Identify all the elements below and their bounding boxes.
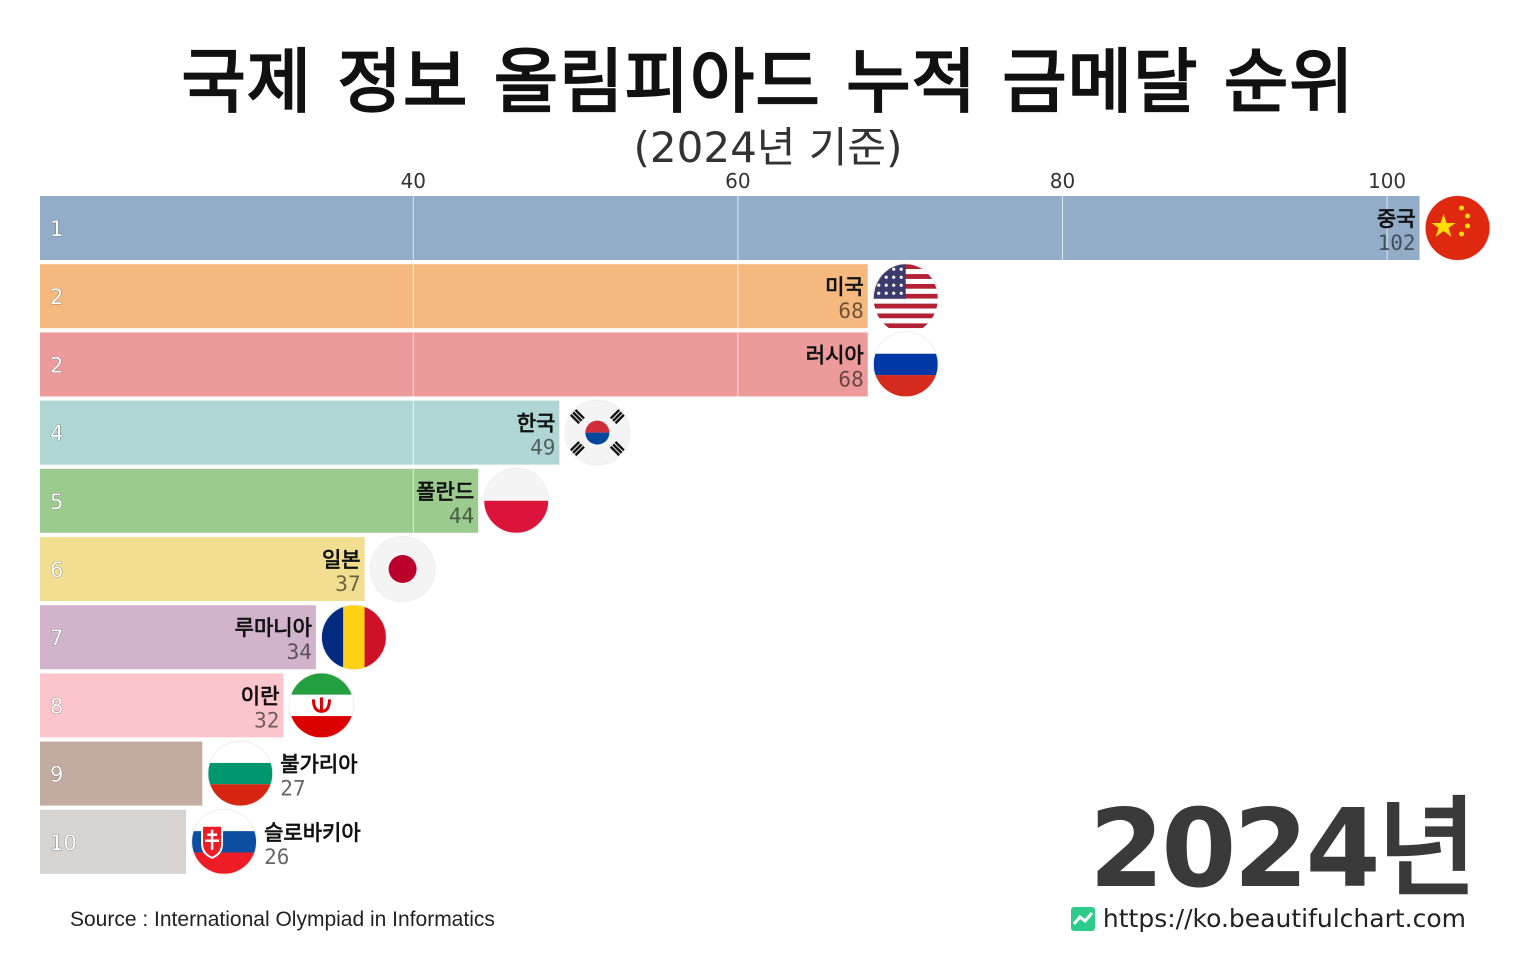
bar-8 — [40, 673, 284, 738]
poland-flag-icon — [483, 467, 550, 534]
rank-label: 1 — [50, 217, 63, 241]
chart-subtitle: (2024년 기준) — [633, 123, 903, 172]
bar-1 — [40, 196, 1420, 260]
country-name-label: 미국 — [825, 275, 864, 299]
japan-flag-icon — [369, 536, 436, 602]
year-label: 2024년 — [1089, 787, 1477, 912]
x-tick-label: 80 — [1050, 169, 1075, 193]
rank-label: 6 — [50, 558, 63, 582]
bar-7 — [40, 605, 316, 670]
country-name-label: 폴란드 — [416, 480, 474, 504]
value-label: 68 — [838, 367, 863, 391]
value-label: 34 — [287, 640, 312, 664]
rank-label: 5 — [50, 490, 63, 514]
iran-flag-icon — [288, 672, 355, 739]
value-label: 32 — [254, 708, 279, 732]
bar-9 — [40, 741, 203, 806]
rank-label: 8 — [50, 694, 63, 718]
rank-label: 10 — [50, 831, 77, 855]
rank-label: 2 — [50, 353, 63, 377]
chart-title: 국제 정보 올림피아드 누적 금메달 순위 — [181, 41, 1355, 123]
value-label: 102 — [1378, 231, 1416, 255]
x-tick-label: 100 — [1368, 169, 1406, 193]
korea-flag-icon — [564, 399, 631, 466]
rank-label: 2 — [50, 285, 63, 309]
country-name-label: 중국 — [1377, 207, 1416, 231]
romania-flag-icon — [320, 604, 387, 671]
website-link[interactable]: https://ko.beautifulchart.com — [1070, 904, 1466, 933]
source-text: Source : International Olympiad in Infor… — [70, 908, 495, 931]
country-name-label: 이란 — [241, 684, 280, 708]
country-name-label: 러시아 — [806, 343, 865, 367]
rank-label: 9 — [50, 763, 63, 787]
china-flag-icon — [1424, 195, 1491, 261]
country-name-label: 한국 — [517, 412, 556, 436]
rank-label: 7 — [50, 626, 63, 650]
value-label: 27 — [280, 777, 305, 801]
x-tick-label: 60 — [725, 169, 750, 193]
bar-10 — [40, 809, 187, 874]
bulgaria-flag-icon — [207, 740, 274, 807]
value-label: 44 — [449, 504, 474, 528]
country-name-label: 루마니아 — [235, 616, 313, 640]
chart-logo-icon — [1070, 906, 1095, 931]
russia-flag-icon — [872, 331, 939, 398]
x-tick-label: 40 — [401, 169, 426, 193]
value-label: 68 — [838, 299, 863, 323]
usa-flag-icon — [872, 263, 939, 334]
slovakia-flag-icon — [191, 808, 258, 875]
grid-layer: 40 60 80 100 — [401, 169, 1406, 533]
bar-3 — [40, 332, 868, 397]
value-label: 26 — [264, 845, 289, 869]
bar-4 — [40, 400, 560, 465]
country-name-label: 불가리아 — [280, 753, 358, 777]
value-label: 49 — [530, 436, 555, 460]
rank-label: 4 — [50, 422, 63, 446]
country-name-label: 슬로바키아 — [264, 821, 361, 845]
value-label: 37 — [335, 572, 360, 596]
bars-layer — [40, 196, 1420, 874]
bar-6 — [40, 537, 365, 601]
bar-5 — [40, 468, 479, 533]
bar-2 — [40, 264, 868, 329]
website-url: https://ko.beautifulchart.com — [1102, 904, 1466, 933]
country-name-label: 일본 — [322, 548, 361, 572]
